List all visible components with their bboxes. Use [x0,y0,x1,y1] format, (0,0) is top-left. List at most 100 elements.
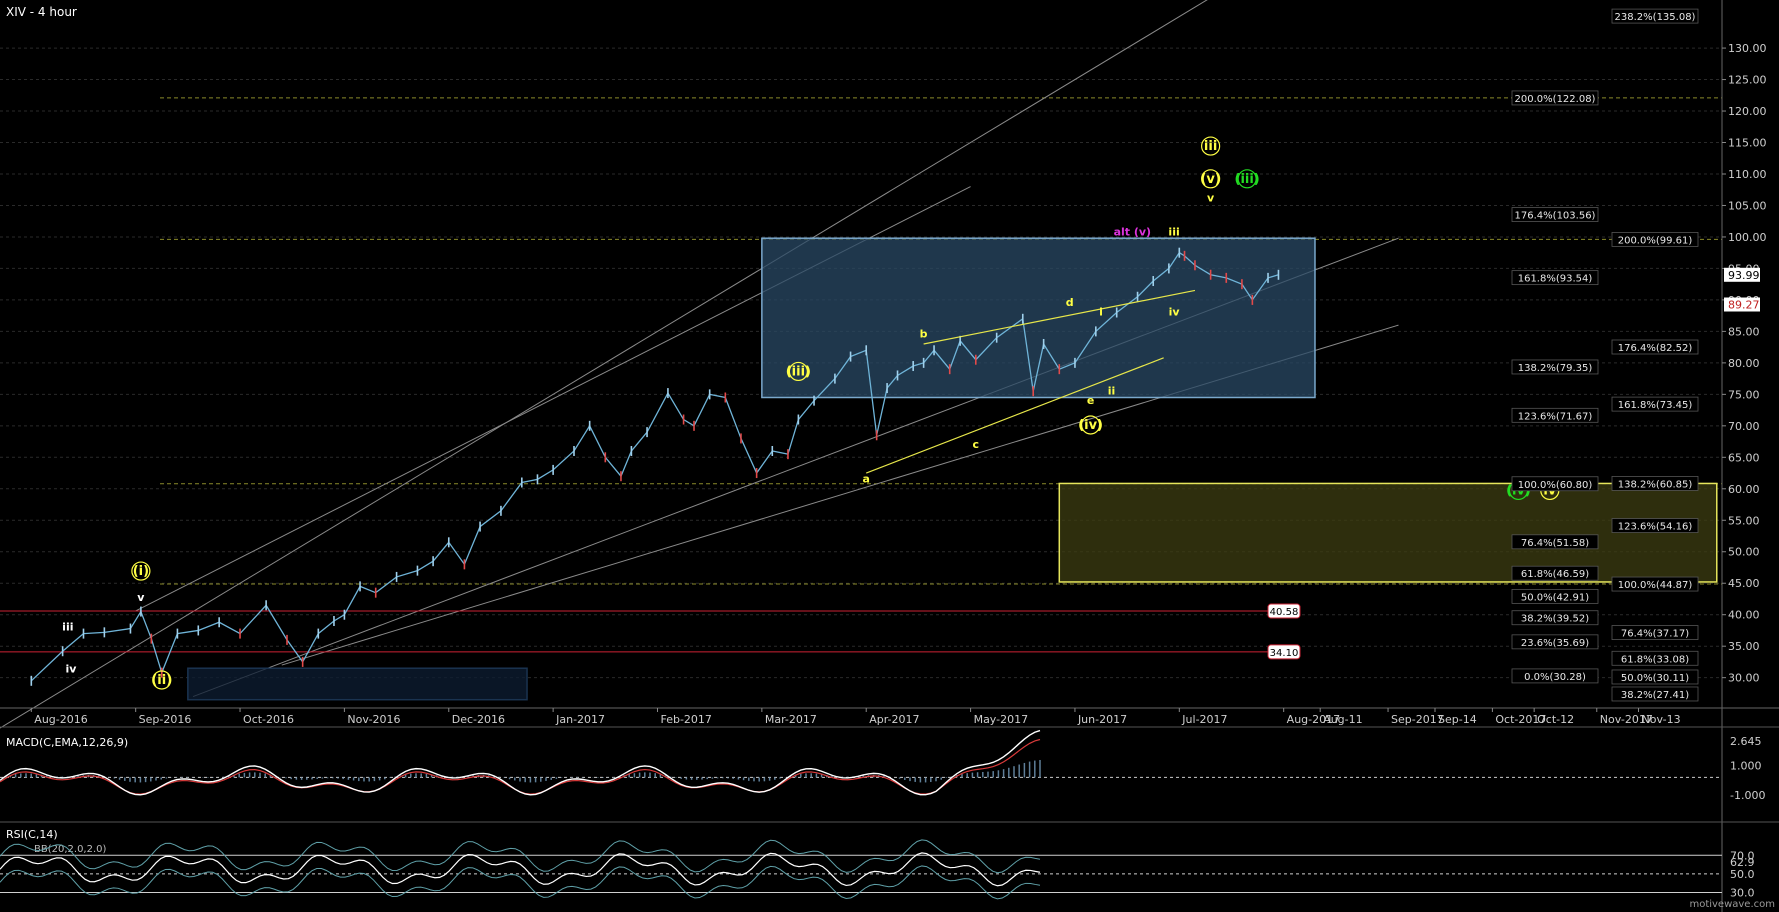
fib-label: 0.0%(30.28) [1524,672,1586,683]
fib-label-box [1611,476,1699,491]
time-tick-label: Nov-2017 [1600,713,1653,726]
fib-label: 123.6%(71.67) [1518,411,1593,422]
trend-lines [866,289,1196,474]
fib-label-box [1611,518,1699,533]
price-tick-label: 65.00 [1728,451,1760,464]
target-box [1058,482,1718,583]
time-tick-label: Oct-2017 [1495,713,1546,726]
wave-label: b [920,328,928,341]
price-tick-label: 55.00 [1728,514,1760,527]
fib-labels: 238.2%(135.08) 200.0%(122.08) 176.4%(103.5… [1511,8,1699,702]
wave-label-circle [152,670,172,690]
fib-label: 100.0%(60.80) [1518,480,1593,491]
fib-label: 76.4%(37.17) [1621,629,1689,640]
price-tick-label: 130.00 [1728,42,1767,55]
fib-label: 61.8%(33.08) [1621,654,1689,665]
macd-tick-label: 1.000 [1730,760,1762,773]
wave-label: ii [1108,384,1116,397]
fib-label-box [1511,588,1599,604]
macd-tick-label: -1.000 [1730,789,1765,802]
price-tick-label: 120.00 [1728,105,1767,118]
wave-label: v [137,591,145,604]
target-boxes [187,237,1718,701]
fib-label-box [1511,407,1599,423]
wave-label: v [1207,192,1215,205]
wave-label-circle [1237,169,1257,189]
fib-label-box [1511,359,1599,375]
fib-label-box [1511,476,1599,492]
wave-label: iv [1169,306,1181,319]
wave-label-circle [1201,169,1221,189]
fib-label: 176.4%(82.52) [1618,343,1693,354]
price-tick-label: 40.00 [1728,609,1760,622]
rsi-panel: RSI(C,14) BB(20,2.0,2.0) 70.062.950.0 30.0 [0,821,1779,900]
time-axis: Aug-2016 Sep-2016 Oct-2016 Nov-2016 Dec-2016… [0,707,1779,726]
fib-label: 176.4%(103.56) [1515,211,1596,222]
target-box [187,667,528,701]
wave-label: i [1099,306,1103,319]
fib-label: 123.6%(54.16) [1618,522,1693,533]
fib-label: 23.6%(35.69) [1521,638,1589,649]
price-tick-label: 105.00 [1728,199,1767,212]
rsi-bb-upper [0,839,1041,874]
fib-label-box [1511,207,1599,222]
marker-price-badge [1724,297,1760,312]
trend-line [923,289,1196,345]
wave-label-circle [131,561,151,581]
wave-label: a [862,472,869,485]
fib-label-box [1611,625,1699,640]
fib-label: 200.0%(122.08) [1515,94,1596,105]
fib-label: 138.2%(60.85) [1618,479,1693,490]
time-tick-label: Oct-12 [1537,713,1574,726]
watermark: motivewave.com [1689,899,1775,910]
fib-label: 50.0%(30.11) [1621,673,1689,684]
time-tick-label: May-2017 [974,713,1029,726]
wave-label: (i) [133,564,149,579]
wave-label-circle [788,361,808,382]
time-tick-label: Sep-2016 [139,713,192,726]
price-tick-label: 100.00 [1728,231,1767,244]
channel-line [0,0,1208,729]
price-tick-label: 70.00 [1728,420,1760,433]
macd-title: MACD(C,EMA,12,26,9) [6,736,128,749]
time-tick-label: Dec-2016 [452,713,505,726]
fib-label-box [1511,565,1599,581]
wave-label: iv [65,663,77,676]
time-tick-label: Sep-2017 [1391,713,1444,726]
price-tick-label: 45.00 [1728,577,1760,590]
fib-label: 61.8%(46.59) [1521,569,1589,580]
time-tick-label: Oct-2016 [243,713,294,726]
fib-label-box [1611,576,1699,592]
level-badge-label: 40.58 [1270,607,1299,618]
wave-label: e [1087,394,1094,407]
time-tick-label: Nov-2016 [347,713,400,726]
fib-label-box [1611,339,1699,355]
time-tick-label: Mar-2017 [765,713,817,726]
price-tick-label: 60.00 [1728,483,1760,496]
rsi-subtitle: BB(20,2.0,2.0) [34,844,107,855]
rsi-tick-label: 70.0 [1730,849,1755,862]
fib-label: 38.2%(39.52) [1521,614,1589,625]
marker-price-label: 89.27 [1728,299,1760,312]
fib-label: 138.2%(79.35) [1518,363,1593,374]
price-axis: 30.00 35.00 40.00 45.00 50.00 55.00 60.00 65.00… [1721,0,1767,912]
fib-label-box [1511,610,1599,626]
fib-label-box [1611,669,1699,685]
fib-label-box [1511,270,1599,286]
fib-label-box [1511,534,1599,550]
fib-label: 100.0%(44.87) [1618,580,1693,591]
chart-title: XIV - 4 hour [6,5,77,19]
time-tick-label: Jul-2017 [1181,713,1227,726]
fib-label-box [1511,90,1599,106]
level-badge [1267,644,1301,660]
wave-label: d [1066,296,1074,309]
wave-label: (iii) [1235,172,1260,187]
wave-label: (v) [1200,172,1220,187]
wave-label: alt (v) [1114,226,1152,239]
wave-label: c [973,438,980,451]
price-tick-label: 50.00 [1728,546,1760,559]
last-price-label: 93.99 [1728,269,1760,282]
